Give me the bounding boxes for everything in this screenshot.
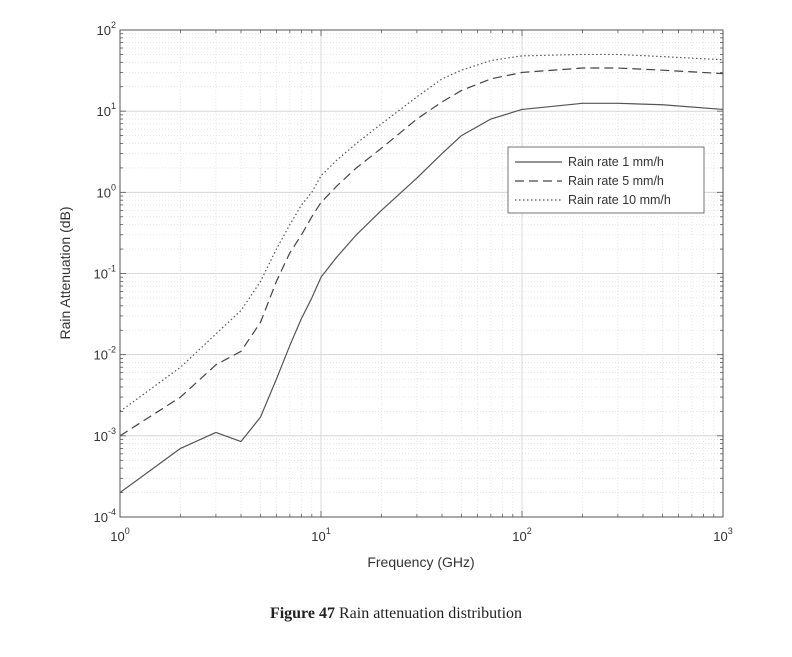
caption-text: Rain attenuation distribution <box>338 605 523 622</box>
y-tick-exponent: 1 <box>111 101 116 111</box>
tick-marks <box>119 29 724 518</box>
y-tick-exponent: 2 <box>111 20 116 30</box>
chart: 100 101 102 103 10-4 10-3 10-2 10-1 100 101 102 F… <box>57 20 733 570</box>
legend-label-2: Rain rate 5 mm/h <box>568 174 664 188</box>
x-axis-label: Frequency (GHz) <box>367 554 474 570</box>
y-tick-base: 10 <box>97 104 111 119</box>
y-tick-base: 10 <box>94 429 108 444</box>
legend-box <box>507 146 705 214</box>
series-layer <box>119 53 724 494</box>
y-tick-exponent: -2 <box>108 345 116 355</box>
series-line-2 <box>119 67 724 437</box>
caption-label: Figure 47 <box>269 605 335 622</box>
y-axis-label: Rain Attenuation (dB) <box>57 206 73 339</box>
x-tick-label: 102 <box>512 526 531 544</box>
x-tick-exponent: 3 <box>728 526 733 536</box>
series-line-3 <box>119 53 724 412</box>
y-tick-base: 10 <box>94 510 108 525</box>
y-tick-exponent: -1 <box>108 264 116 274</box>
y-tick-label: 10-2 <box>94 345 116 363</box>
y-tick-base: 10 <box>94 348 108 363</box>
y-tick-label: 10-1 <box>94 264 116 282</box>
y-tick-base: 10 <box>97 23 111 38</box>
legend-label-1: Rain rate 1 mm/h <box>568 155 664 169</box>
y-tick-base: 10 <box>94 267 108 282</box>
x-tick-exponent: 0 <box>125 526 130 536</box>
y-tick-exponent: -3 <box>108 426 116 436</box>
legend-label-3: Rain rate 10 mm/h <box>568 193 671 207</box>
x-tick-exponent: 2 <box>527 526 532 536</box>
x-tick-label: 103 <box>713 526 732 544</box>
y-tick-label: 102 <box>97 20 116 38</box>
y-tick-label: 101 <box>97 101 116 119</box>
x-tick-base: 10 <box>512 529 526 544</box>
x-tick-label: 100 <box>110 526 129 544</box>
x-tick-exponent: 1 <box>326 526 331 536</box>
major-grid <box>120 30 723 517</box>
x-tick-labels: 100 101 102 103 <box>110 526 732 544</box>
y-tick-label: 100 <box>97 182 116 200</box>
y-tick-exponent: -4 <box>108 507 116 517</box>
figure-caption: Figure 47 Rain attenuation distribution <box>0 605 792 623</box>
x-tick-base: 10 <box>110 529 124 544</box>
legend: Rain rate 1 mm/h Rain rate 5 mm/h Rain rat… <box>507 146 705 214</box>
x-tick-base: 10 <box>713 529 727 544</box>
y-tick-label: 10-4 <box>94 507 116 525</box>
series-line-1 <box>119 102 724 494</box>
x-tick-base: 10 <box>311 529 325 544</box>
x-tick-label: 101 <box>311 526 330 544</box>
y-tick-exponent: 0 <box>111 182 116 192</box>
y-tick-label: 10-3 <box>94 426 116 444</box>
y-tick-base: 10 <box>97 185 111 200</box>
